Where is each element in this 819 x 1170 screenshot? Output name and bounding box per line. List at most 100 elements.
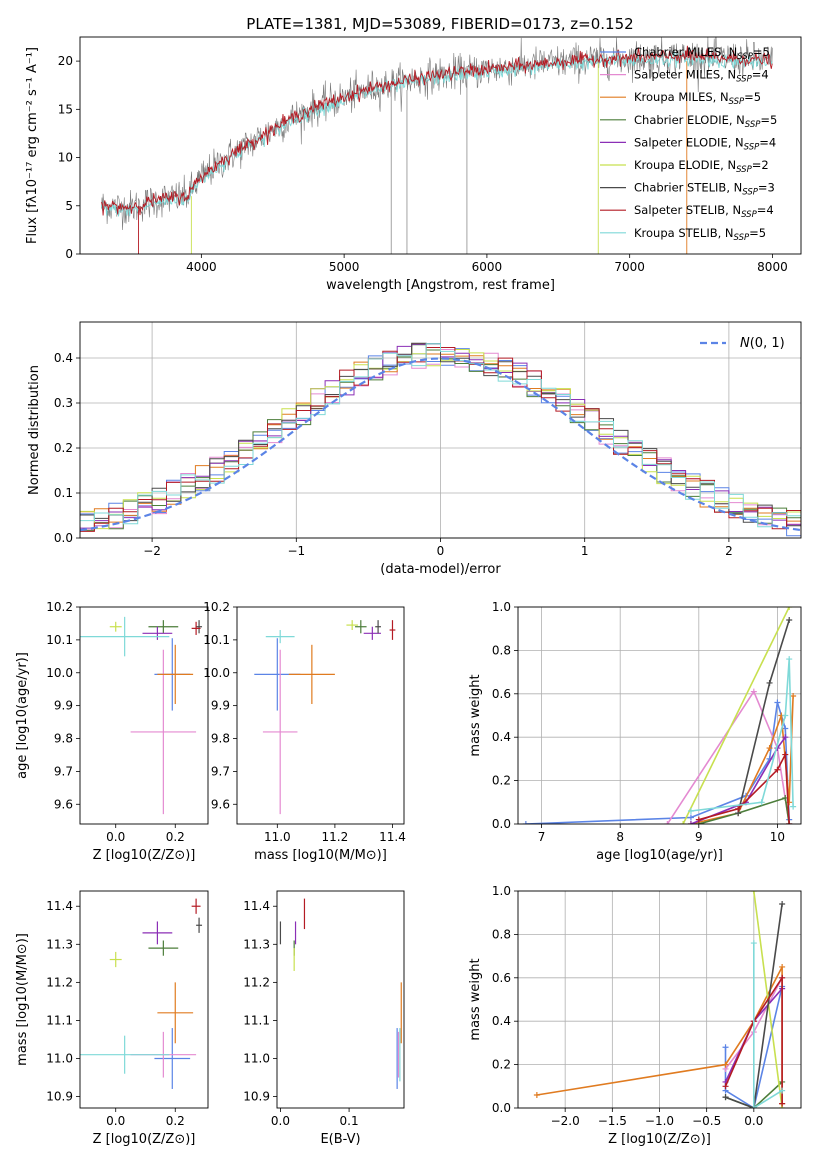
y-tick-label: 10.1 [46, 633, 73, 647]
y-axis-label: Flux [fλ10⁻¹⁷ erg cm⁻² s⁻¹ A⁻¹] [25, 47, 40, 244]
x-tick-label: −1 [287, 544, 305, 558]
y-tick-label: 0.0 [54, 531, 73, 545]
x-tick-label: −1.5 [598, 1114, 627, 1128]
weight-marker [750, 940, 757, 947]
legend-label-tail: =3 [758, 181, 775, 195]
legend-label: Salpeter ELODIE, NSSP=4 [634, 135, 776, 152]
weight-marker [782, 751, 789, 758]
y-tick-label: 0.0 [492, 1101, 511, 1115]
x-tick-label: 11.4 [379, 830, 406, 844]
axes-frame [276, 890, 405, 1109]
weight-marker [687, 814, 694, 821]
y-tick-label: 10.0 [203, 666, 230, 680]
weight-marker [779, 1100, 786, 1107]
legend-label-tail: =5 [753, 45, 770, 59]
x-tick-label: 0 [437, 544, 445, 558]
x-tick-label: 0.0 [106, 1114, 125, 1128]
x-tick-label: 11.2 [322, 830, 349, 844]
weight-series [698, 796, 790, 824]
y-tick-label: 0.3 [54, 396, 73, 410]
axes-mass-vs-EBV: 0.0 0.1 10.9 11.0 11.1 11.2 11.3 11.4 E(B-V) [243, 890, 405, 1147]
legend-label: Chabrier ELODIE, NSSP=5 [634, 113, 777, 130]
weight-marker [750, 688, 757, 695]
y-tick-label: 1.0 [492, 884, 511, 898]
axes-frame [79, 606, 209, 825]
legend-label-sub: SSP [729, 97, 745, 107]
x-tick-label: 11.0 [264, 830, 291, 844]
legend-label: Kroupa STELIB, NSSP=5 [634, 226, 766, 243]
legend-label-args: (0, 1) [750, 336, 785, 351]
weight-marker [722, 1083, 729, 1090]
x-tick-label: 2 [725, 544, 733, 558]
y-tick-label: 0.2 [54, 441, 73, 455]
weight-marker [782, 712, 789, 719]
weight-marker [687, 821, 694, 824]
axes-spectrum: 4000 5000 6000 7000 8000 0 5 10 15 20 wavelength [… [25, 36, 802, 293]
y-tick-label: 10.9 [46, 1090, 73, 1104]
x-tick-label: 7 [538, 830, 546, 844]
x-tick-label: 0.0 [744, 1114, 763, 1128]
y-tick-label: 0.2 [492, 774, 511, 788]
y-tick-label: 9.8 [54, 732, 73, 746]
legend-label-tail: =5 [744, 90, 761, 104]
legend-label-sub: SSP [736, 75, 752, 85]
y-tick-label: 11.2 [46, 975, 73, 989]
weight-marker [786, 617, 793, 624]
legend-label: Kroupa ELODIE, NSSP=2 [634, 158, 769, 175]
x-tick-label: −0.5 [692, 1114, 721, 1128]
x-tick-label: 10 [770, 830, 785, 844]
weight-marker [774, 766, 781, 773]
weight-marker [779, 1087, 786, 1094]
weight-series [682, 607, 790, 824]
legend-label: Chabrier MILES, NSSP=5 [634, 45, 770, 62]
y-tick-label: 11.2 [243, 975, 270, 989]
y-axis-label: mass weight [468, 674, 483, 756]
errorbar-points [279, 898, 402, 1089]
x-axis-label: age [log10(age/yr)] [596, 848, 723, 863]
y-tick-label: 0.6 [492, 971, 511, 985]
axes-age-vs-Z: 0.0 0.2 9.6 9.7 9.8 9.9 10.0 10.1 10.2 Z [log10(Z… [15, 600, 209, 863]
histogram-series [80, 343, 801, 528]
axes-residual-histogram: −2 −1 0 1 2 0.0 0.1 0.2 0.3 0.4 (data-model)/error… [27, 321, 802, 577]
axes-frame [79, 890, 209, 1109]
weight-marker [786, 821, 793, 824]
axes-age-vs-mass: 11.0 11.2 11.4 9.6 9.7 9.8 9.9 10.0 10.1 10.2 mass… [203, 600, 406, 863]
y-tick-label: 9.7 [54, 764, 73, 778]
legend-label-sub: SSP [736, 165, 752, 175]
x-tick-label: 4000 [186, 260, 217, 274]
weight-marker [786, 607, 793, 610]
weight-series [725, 903, 783, 1108]
x-axis-label: Z [log10(Z/Z⊙)] [608, 1132, 711, 1147]
y-tick-label: 11.1 [46, 1013, 73, 1027]
errorbar-points [80, 616, 203, 815]
x-axis-label: mass [log10(M/M⊙)] [254, 848, 387, 863]
x-tick-label: 0.0 [271, 1114, 290, 1128]
weight-marker [664, 821, 671, 824]
axes-frame [79, 36, 802, 255]
legend-label: Salpeter STELIB, NSSP=4 [634, 203, 774, 220]
y-tick-label: 9.7 [211, 764, 230, 778]
y-axis-label: mass weight [468, 958, 483, 1040]
y-tick-label: 10.9 [243, 1090, 270, 1104]
x-axis-label: Z [log10(Z/Z⊙)] [93, 1132, 196, 1147]
weight-marker [766, 679, 773, 686]
x-tick-label: 6000 [472, 260, 503, 274]
weight-marker [782, 734, 789, 741]
weight-series [753, 943, 783, 1108]
legend-label: N(0, 1) [740, 336, 785, 351]
weight-marker [774, 699, 781, 706]
legend-label-symbol: N [740, 336, 750, 351]
y-tick-label: 0.6 [492, 687, 511, 701]
weight-marker [750, 891, 757, 894]
weight-marker [766, 745, 773, 752]
y-tick-label: 9.8 [211, 732, 230, 746]
weight-marker [758, 799, 765, 806]
weight-marker [722, 1094, 729, 1101]
legend-label-tail: =5 [749, 226, 766, 240]
errorbar-points [254, 620, 396, 815]
weight-marker [779, 901, 786, 908]
y-tick-label: 9.9 [211, 699, 230, 713]
legend-label-main: Salpeter STELIB, N [634, 203, 741, 217]
x-axis-label: E(B-V) [320, 1132, 360, 1147]
